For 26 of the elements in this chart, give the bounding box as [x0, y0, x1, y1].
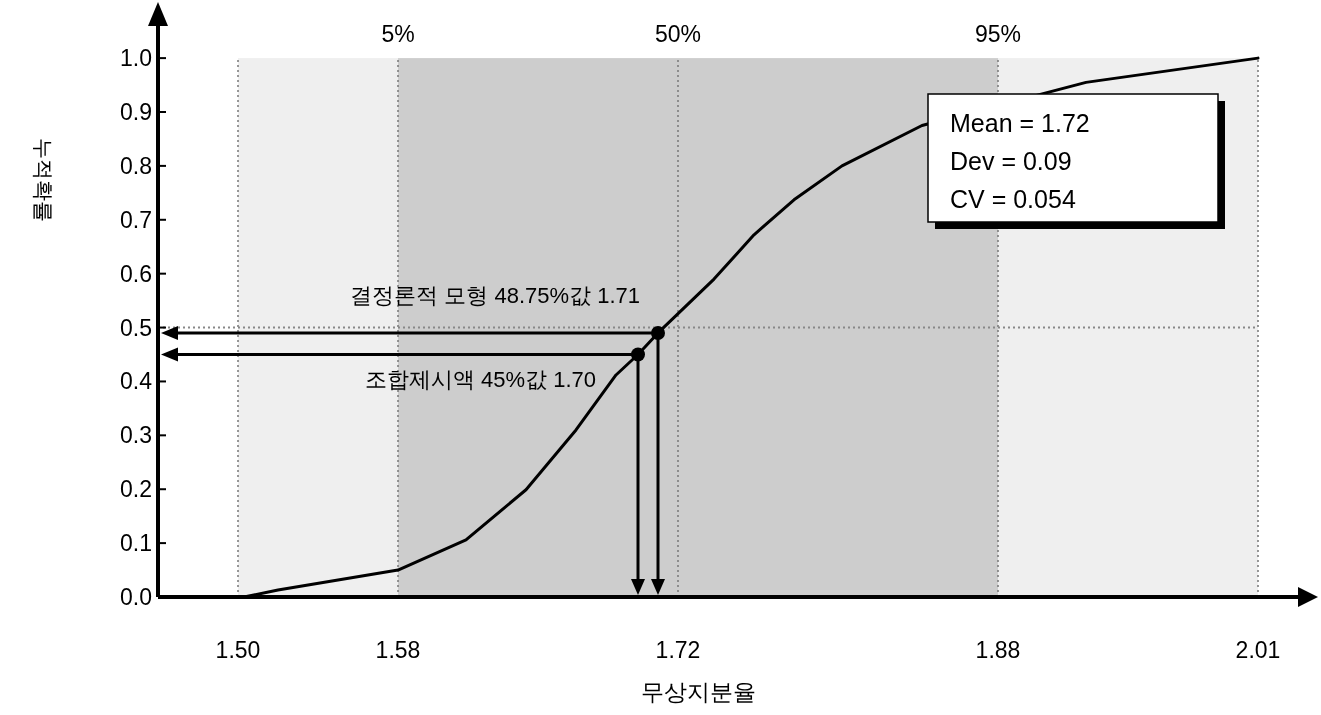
y-tick-label: 0.3 — [120, 422, 152, 449]
annotation: 조합제시액 45%값 1.70 — [364, 366, 596, 392]
y-tick-label: 0.4 — [120, 368, 153, 395]
annotation: CV = 0.054 — [950, 185, 1076, 213]
x-tick-label: 2.01 — [1235, 637, 1281, 663]
annotation: 결정론적 모형 48.75%값 1.71 — [350, 282, 640, 308]
y-tick-label: 0.2 — [120, 476, 152, 503]
annotation: Mean = 1.72 — [950, 109, 1090, 137]
y-tick-label: 0.0 — [120, 584, 152, 610]
annotation: Dev = 0.09 — [950, 147, 1072, 175]
annotation: 95% — [974, 21, 1022, 48]
y-axis-title: 누적확률 — [32, 138, 55, 222]
y-tick-label: 0.6 — [120, 260, 152, 287]
x-tick-label: 1.72 — [655, 637, 701, 663]
y-tick-label: 0.8 — [120, 152, 152, 179]
x-tick-label: 1.50 — [215, 637, 261, 663]
y-tick-label: 0.7 — [120, 206, 152, 233]
y-tick-label: 0.5 — [120, 314, 152, 341]
annotation: 5% — [381, 21, 415, 48]
y-tick-label: 0.1 — [120, 530, 152, 557]
y-tick-label: 1.0 — [120, 45, 152, 72]
annotation: 50% — [654, 21, 702, 48]
x-tick-label: 1.88 — [975, 637, 1021, 663]
y-tick-label: 0.9 — [120, 99, 152, 125]
x-axis-title: 무상지분율 — [640, 679, 756, 705]
x-tick-label: 1.58 — [375, 637, 421, 663]
